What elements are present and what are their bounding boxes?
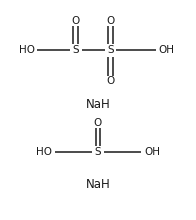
Text: OH: OH <box>144 147 160 157</box>
Text: O: O <box>94 118 102 128</box>
Text: S: S <box>107 45 114 55</box>
Text: O: O <box>106 16 115 26</box>
Text: S: S <box>73 45 79 55</box>
Text: HO: HO <box>36 147 52 157</box>
Text: OH: OH <box>159 45 175 55</box>
Text: HO: HO <box>18 45 34 55</box>
Text: O: O <box>106 76 115 86</box>
Text: NaH: NaH <box>86 98 110 111</box>
Text: O: O <box>72 16 80 26</box>
Text: NaH: NaH <box>86 178 110 191</box>
Text: S: S <box>95 147 101 157</box>
